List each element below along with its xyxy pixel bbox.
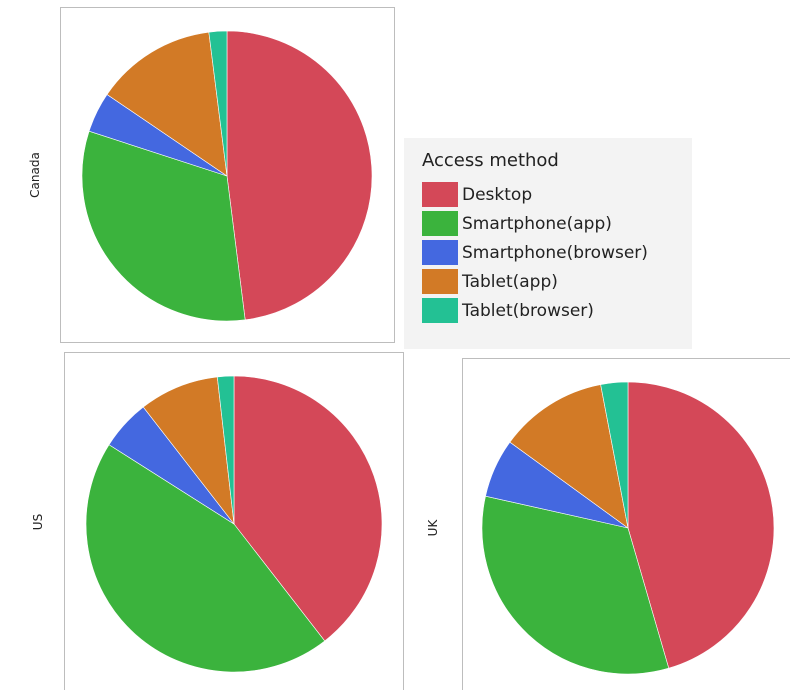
pie-slice-canada-tablet-browser [208, 30, 228, 177]
pie-chart-us [85, 375, 383, 673]
pie-slice-uk-desktop [627, 381, 775, 669]
legend-item-smartphone-browser: Smartphone(browser) [422, 238, 692, 267]
legend-item-desktop: Desktop [422, 180, 692, 209]
legend-label-tablet-app: Tablet(app) [462, 271, 558, 292]
legend: Access method Desktop Smartphone(app) Sm… [404, 138, 692, 349]
pie-slice-us-tablet-browser [216, 375, 235, 525]
legend-swatch-smartphone-app [422, 211, 458, 236]
pie-slice-canada-desktop [226, 30, 373, 321]
pie-slice-uk-smartphone-app [481, 495, 670, 675]
pie-slice-canada-tablet-app [106, 31, 228, 177]
region-label-canada: Canada [28, 152, 42, 198]
legend-label-desktop: Desktop [462, 184, 533, 205]
pie-slice-uk-tablet-browser [600, 381, 629, 529]
pie-slice-us-desktop [233, 375, 383, 642]
pie-slice-uk-tablet-app [509, 384, 629, 529]
legend-label-smartphone-browser: Smartphone(browser) [462, 242, 648, 263]
legend-swatch-tablet-app [422, 269, 458, 294]
region-label-us: US [31, 513, 45, 531]
legend-item-tablet-browser: Tablet(browser) [422, 296, 692, 325]
legend-item-tablet-app: Tablet(app) [422, 267, 692, 296]
legend-swatch-smartphone-browser [422, 240, 458, 265]
pie-slice-us-smartphone-app [85, 444, 326, 673]
legend-label-tablet-browser: Tablet(browser) [462, 300, 594, 321]
pie-panel-canada [60, 7, 395, 343]
legend-swatch-tablet-browser [422, 298, 458, 323]
legend-title: Access method [422, 150, 559, 171]
pie-slice-canada-smartphone-app [81, 130, 246, 322]
pie-panel-us [64, 352, 404, 690]
pie-chart-canada [81, 30, 373, 322]
pie-chart-uk [481, 381, 775, 675]
region-label-uk: UK [426, 519, 440, 537]
legend-item-smartphone-app: Smartphone(app) [422, 209, 692, 238]
pie-panel-uk [462, 358, 790, 690]
legend-label-smartphone-app: Smartphone(app) [462, 213, 612, 234]
legend-swatch-desktop [422, 182, 458, 207]
